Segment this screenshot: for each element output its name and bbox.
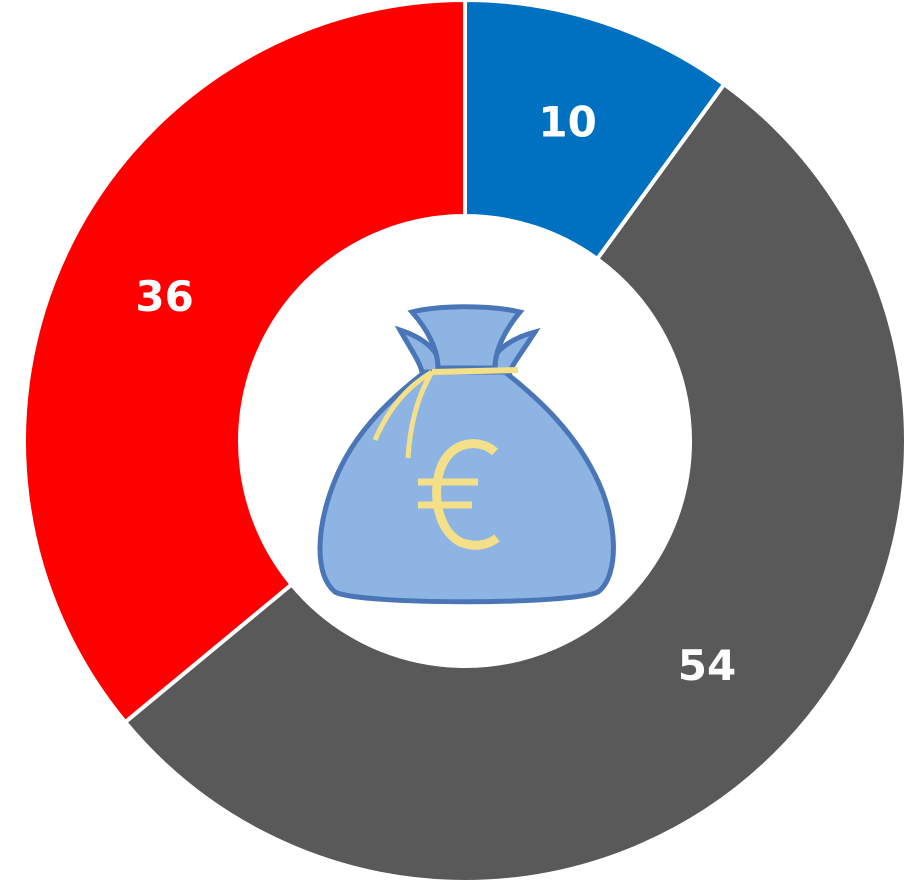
money-bag-icon	[317, 304, 616, 605]
bag-tie	[372, 369, 435, 459]
data-label: 10	[538, 98, 596, 147]
donut	[22, 0, 908, 884]
donut-slice	[22, 0, 467, 725]
bag-body	[317, 369, 616, 605]
bag-string	[431, 367, 519, 375]
bag-top	[407, 304, 525, 371]
euro-bars	[418, 478, 478, 509]
data-label: 54	[678, 641, 736, 690]
data-label: 36	[135, 272, 193, 321]
donut-slice	[122, 81, 908, 884]
